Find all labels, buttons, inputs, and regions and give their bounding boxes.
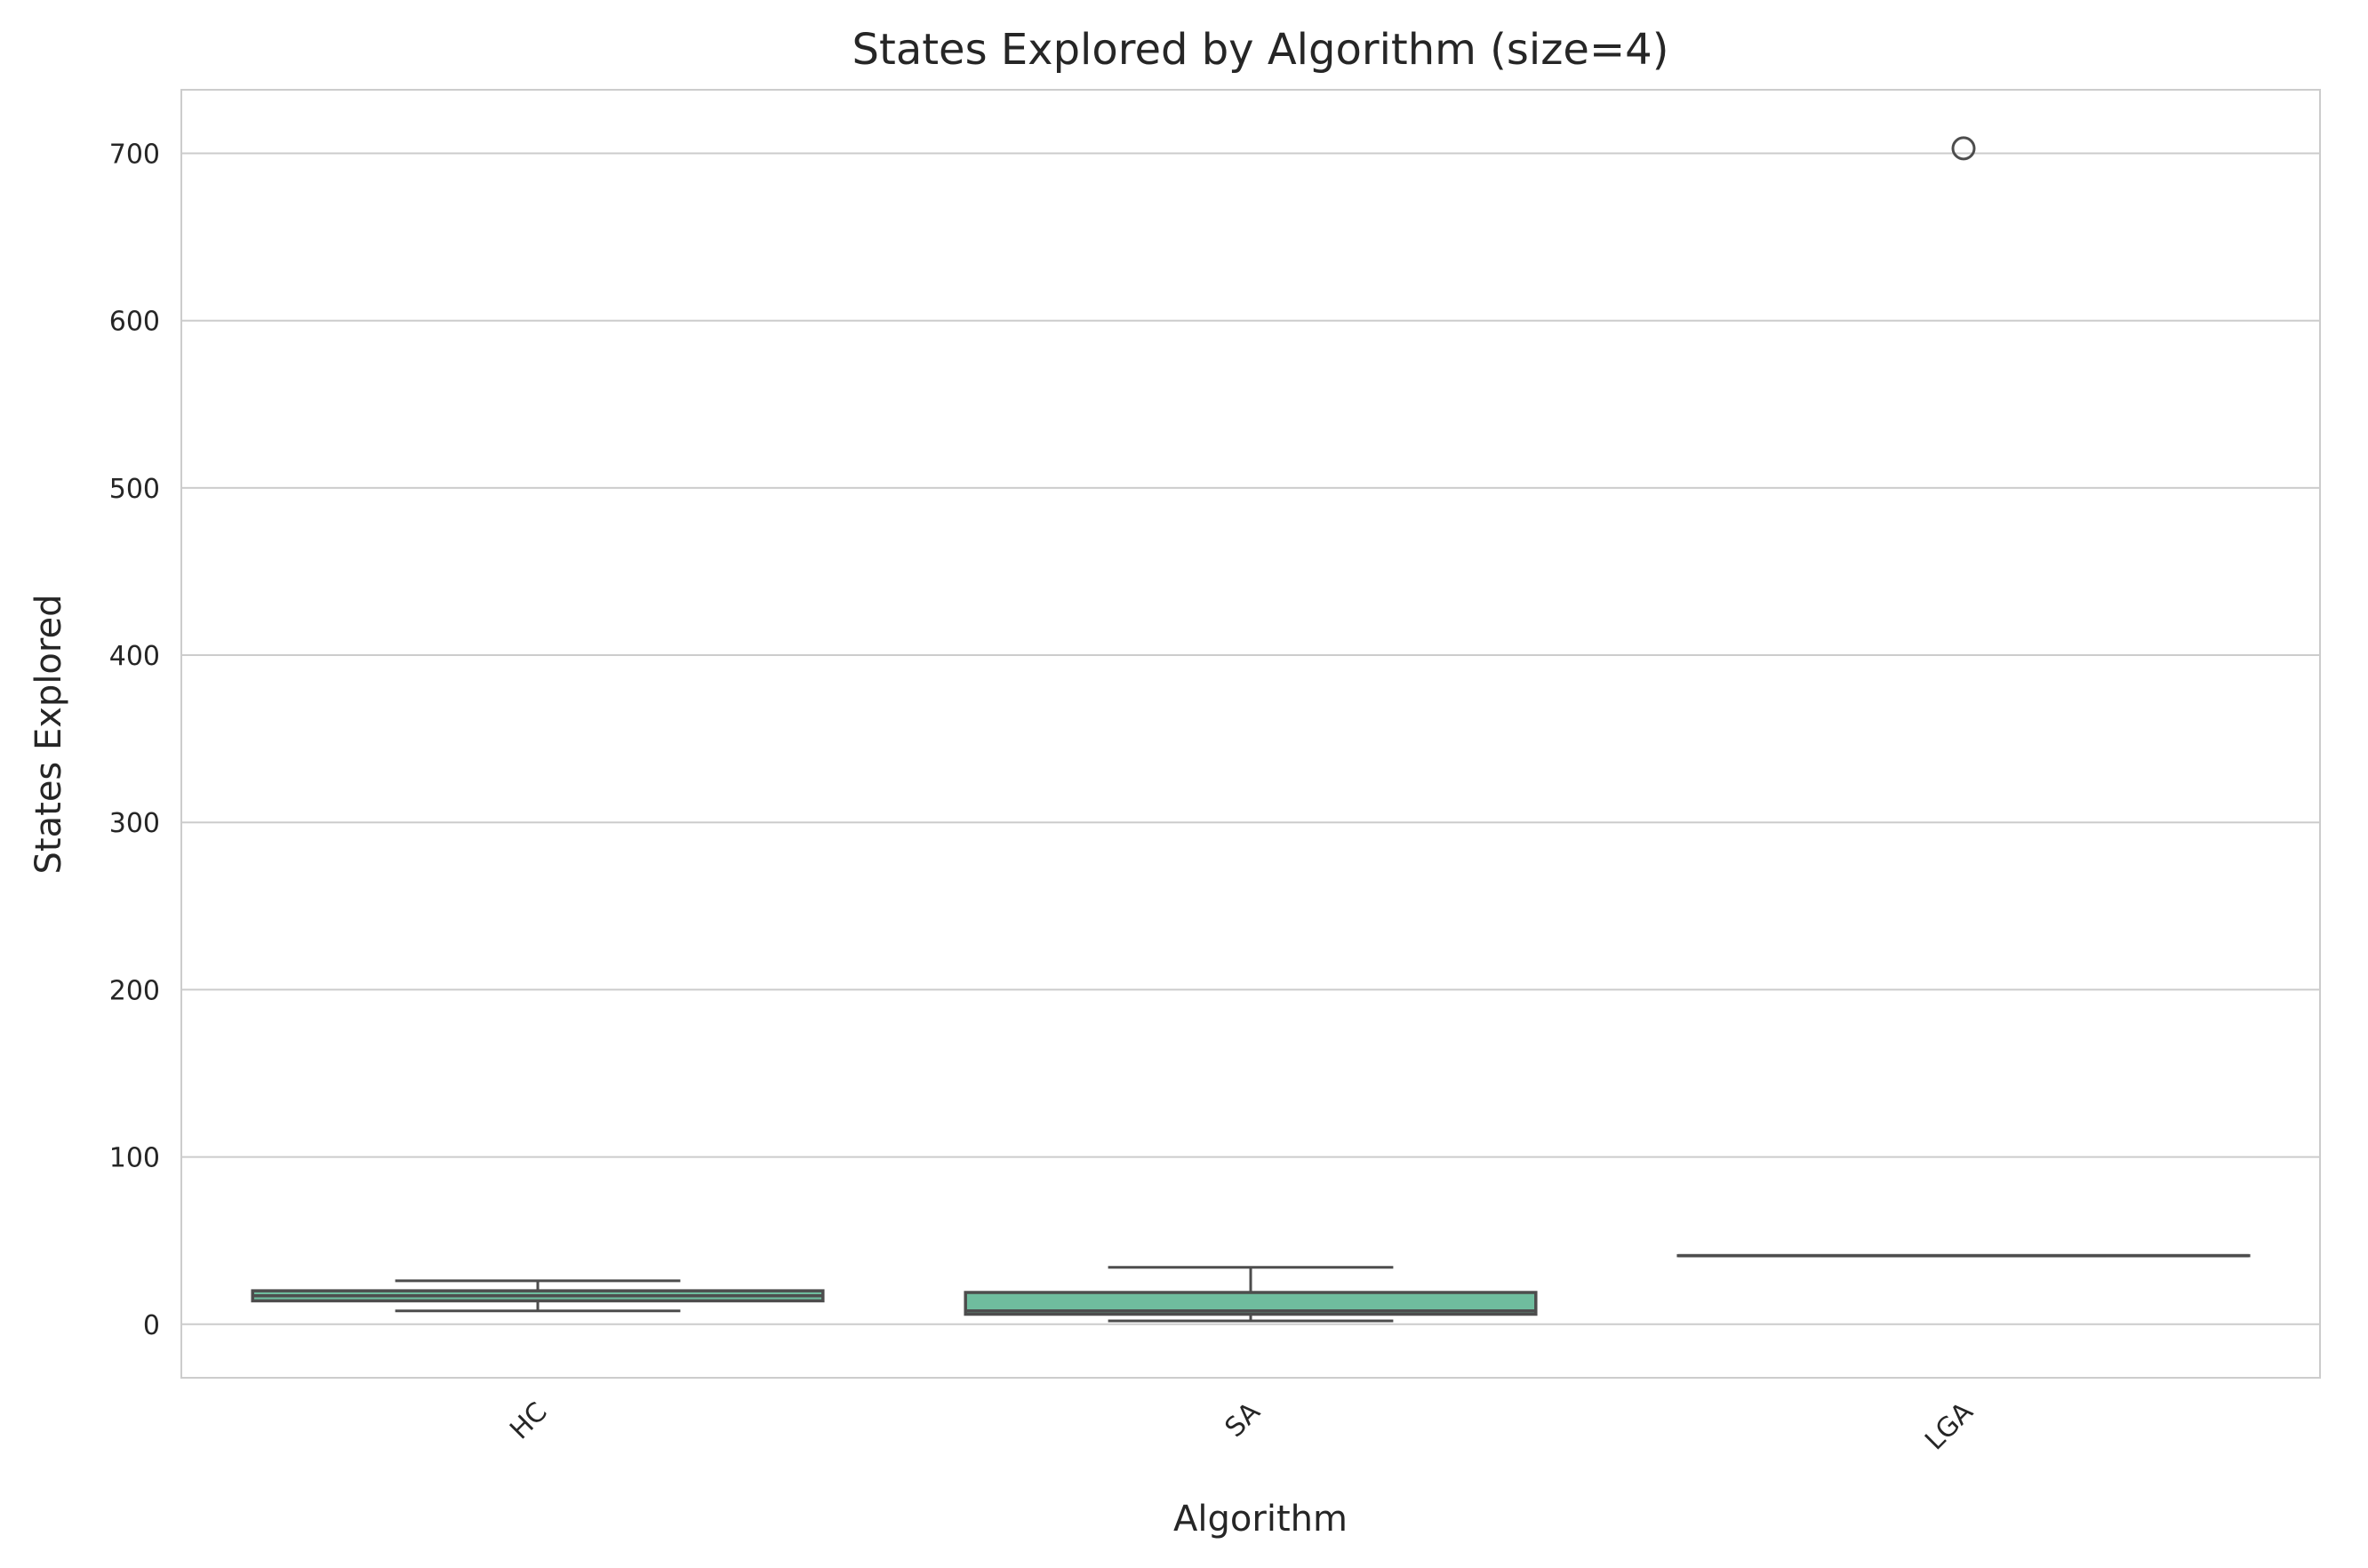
y-axis-title: States Explored — [28, 595, 69, 875]
y-tick-label-300: 300 — [109, 808, 160, 839]
x-axis-title: Algorithm — [1173, 1499, 1348, 1540]
y-tick-label-600: 600 — [109, 307, 160, 338]
boxes — [251, 136, 2251, 1323]
outlier-point-0 — [1951, 136, 1976, 161]
box-lga — [1676, 136, 2251, 1258]
plot-area — [180, 89, 2321, 1379]
y-tick-label-400: 400 — [109, 641, 160, 672]
y-tick-labels: 0 100 200 300 400 500 600 700 — [109, 140, 160, 1341]
y-tick-label-200: 200 — [109, 975, 160, 1006]
box-sa — [964, 1266, 1538, 1323]
chart-title: States Explored by Algorithm (size=4) — [852, 25, 1669, 75]
y-tick-label-100: 100 — [109, 1143, 160, 1174]
y-tick-label-700: 700 — [109, 140, 160, 171]
box-hc — [251, 1279, 825, 1313]
y-gridlines — [181, 152, 2320, 1325]
y-tick-label-0: 0 — [143, 1310, 160, 1341]
y-tick-label-500: 500 — [109, 474, 160, 505]
